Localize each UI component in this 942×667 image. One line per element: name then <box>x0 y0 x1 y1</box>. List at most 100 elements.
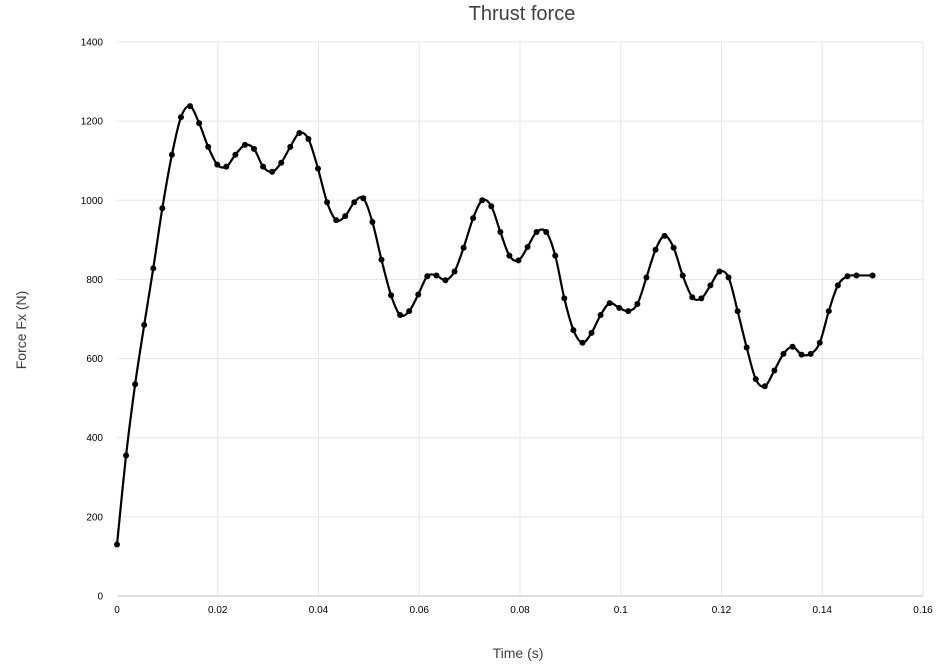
data-point <box>433 272 440 279</box>
data-point <box>442 277 449 284</box>
data-point <box>397 312 404 319</box>
data-point <box>150 265 157 272</box>
data-point <box>844 273 851 280</box>
data-point <box>479 197 486 204</box>
x-tick-label: 0.04 <box>309 605 329 616</box>
data-point <box>269 168 276 175</box>
data-point <box>123 452 130 459</box>
data-point <box>168 151 175 158</box>
data-point <box>634 300 641 307</box>
data-point <box>579 339 586 346</box>
data-point <box>378 256 385 263</box>
y-tick-label: 1200 <box>81 117 104 128</box>
x-tick-label: 0.14 <box>813 605 833 616</box>
data-point <box>561 295 568 302</box>
data-point <box>260 163 267 170</box>
data-point <box>333 217 340 224</box>
data-point <box>415 291 422 298</box>
series-force-fx <box>114 103 876 548</box>
data-point <box>241 141 248 148</box>
chart-title: Thrust force <box>469 3 576 25</box>
data-point <box>588 329 595 336</box>
data-point <box>789 343 796 350</box>
data-point <box>369 219 376 226</box>
data-point <box>251 145 258 152</box>
data-point <box>314 165 321 172</box>
data-point <box>488 203 495 210</box>
data-point <box>214 161 221 168</box>
data-point <box>825 308 832 315</box>
data-point <box>196 120 203 127</box>
data-point <box>324 199 331 206</box>
data-point <box>351 199 358 206</box>
y-tick-label: 600 <box>86 354 103 365</box>
y-tick-label: 200 <box>86 512 103 523</box>
data-point <box>278 159 285 166</box>
data-point <box>743 344 750 351</box>
data-point <box>406 308 413 315</box>
data-point <box>223 163 230 170</box>
data-point <box>360 195 367 202</box>
x-tick-label: 0 <box>114 605 120 616</box>
x-tick-label: 0.12 <box>712 605 732 616</box>
y-tick-label: 0 <box>97 592 103 603</box>
data-point <box>816 339 823 346</box>
data-point <box>460 244 467 251</box>
data-point <box>716 268 723 275</box>
series-line <box>115 104 874 546</box>
y-tick-label: 800 <box>86 275 103 286</box>
data-point <box>661 232 668 239</box>
x-tick-label: 0.02 <box>208 605 228 616</box>
data-point <box>232 151 239 158</box>
data-point <box>543 228 550 235</box>
x-axis-title: Time (s) <box>493 645 544 661</box>
data-point <box>205 143 212 150</box>
data-point <box>497 228 504 235</box>
y-tick-label: 1400 <box>81 38 104 49</box>
data-point <box>670 244 677 251</box>
data-point <box>643 274 650 281</box>
data-point <box>114 541 120 548</box>
data-point <box>552 252 559 259</box>
data-point <box>159 205 166 212</box>
data-point <box>132 381 139 388</box>
data-point <box>597 312 604 319</box>
data-point <box>698 295 705 302</box>
data-point <box>533 228 540 235</box>
data-point <box>287 143 294 150</box>
y-axis-title: Force Fx (N) <box>13 291 29 370</box>
data-point <box>652 246 659 253</box>
data-point <box>734 308 741 315</box>
data-point <box>853 272 860 279</box>
x-tick-label: 0.06 <box>410 605 430 616</box>
data-point <box>177 114 184 121</box>
data-point <box>570 327 577 334</box>
data-point <box>679 272 686 279</box>
data-point <box>305 135 312 142</box>
data-point <box>524 243 531 250</box>
data-point <box>342 213 349 220</box>
y-tick-label: 400 <box>86 433 103 444</box>
data-point <box>689 294 696 301</box>
data-point <box>707 282 714 289</box>
data-point <box>771 367 778 374</box>
data-point <box>451 268 458 275</box>
data-point <box>296 130 303 137</box>
data-point <box>616 304 623 311</box>
tick-labels: 0 200 400 600 800 1000 1200 1400 0 0.02 0.04 0.06 0.… <box>81 38 933 617</box>
data-point <box>187 103 194 110</box>
data-point <box>834 282 841 289</box>
data-point <box>388 292 395 299</box>
data-point <box>725 274 732 281</box>
data-point <box>141 321 148 328</box>
data-point <box>761 383 768 390</box>
x-tick-label: 0.1 <box>614 605 628 616</box>
data-point <box>506 252 513 259</box>
y-tick-label: 1000 <box>81 196 104 207</box>
data-point <box>515 257 522 264</box>
data-point <box>798 351 805 358</box>
data-point <box>606 300 613 307</box>
data-point <box>869 272 876 279</box>
